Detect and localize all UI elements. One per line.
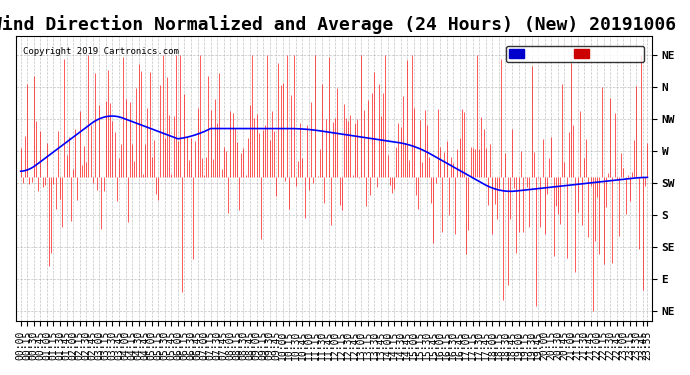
- Average: [108, 114, 117, 118]
- Average: [335, 132, 344, 136]
- Average: [573, 182, 582, 186]
- Average: [17, 169, 25, 174]
- Average: [593, 180, 601, 184]
- Title: Wind Direction Normalized and Average (24 Hours) (New) 20191006: Wind Direction Normalized and Average (2…: [0, 15, 677, 34]
- Text: Copyright 2019 Cartronics.com: Copyright 2019 Cartronics.com: [23, 47, 179, 56]
- Average: [558, 184, 566, 188]
- Legend: Average, Direction: Average, Direction: [506, 46, 644, 62]
- Line: Average: Average: [21, 116, 647, 191]
- Average: [643, 175, 651, 180]
- Average: [71, 133, 79, 138]
- Average: [547, 185, 555, 189]
- Average: [506, 189, 514, 194]
